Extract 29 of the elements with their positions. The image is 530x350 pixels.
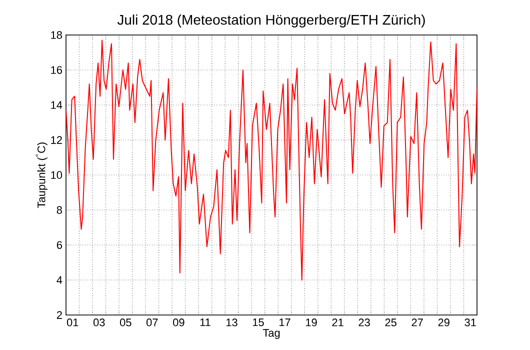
x-tick-label: 13	[226, 318, 238, 326]
y-tick-label: 12	[51, 136, 62, 144]
x-tick-label: 31	[464, 318, 476, 326]
x-tick-label: 25	[385, 318, 396, 326]
x-tick-label: 07	[146, 318, 158, 326]
x-tick-label: 03	[93, 318, 105, 326]
x-tick-label: 29	[438, 318, 450, 326]
x-axis-title: Tag	[262, 329, 280, 339]
x-tick-label: 05	[120, 318, 132, 326]
x-tick-label: 17	[279, 318, 290, 326]
y-tick-label: 14	[51, 101, 62, 109]
x-tick-label: 15	[252, 318, 264, 326]
y-tick-label: 6	[56, 241, 62, 249]
x-tick-label: 11	[200, 318, 210, 326]
x-tick-label: 19	[306, 318, 317, 326]
y-tick-label: 10	[51, 171, 62, 179]
y-tick-label: 2	[56, 311, 62, 319]
chart-title: Juli 2018 (Meteostation Hönggerberg/ETH Zürich)	[117, 14, 425, 28]
x-tick-label: 27	[412, 318, 423, 326]
y-tick-label: 4	[56, 276, 62, 284]
x-tick-label: 01	[66, 318, 78, 326]
x-tick-label: 09	[173, 318, 184, 326]
x-tick-label: 23	[358, 318, 370, 326]
y-axis-title: Taupunkt ($^{°}$C)	[36, 142, 48, 208]
x-tick-label: 21	[332, 318, 344, 326]
line-series	[66, 40, 478, 280]
y-tick-label: 18	[51, 31, 62, 39]
y-tick-label: 8	[56, 206, 62, 214]
y-tick-label: 16	[51, 66, 62, 74]
